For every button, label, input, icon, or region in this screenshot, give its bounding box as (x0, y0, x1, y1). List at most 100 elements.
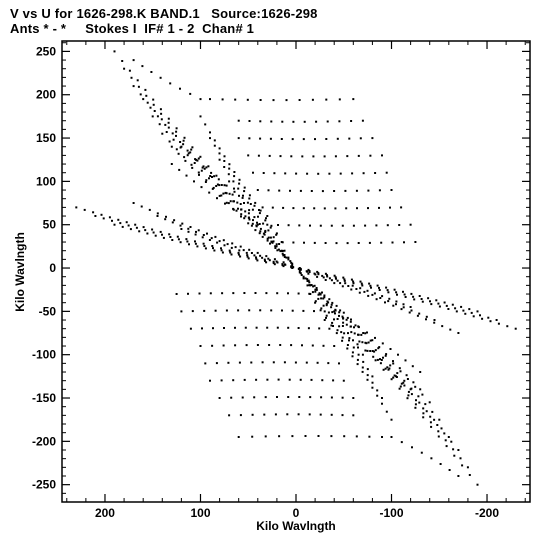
uv-point (266, 223, 269, 226)
uv-point (366, 378, 369, 381)
uv-point (332, 379, 335, 382)
uv-point (211, 187, 214, 190)
uv-point (233, 187, 235, 190)
uv-point (180, 228, 183, 230)
uv-point (159, 108, 162, 111)
uv-point (234, 344, 237, 347)
uv-point (306, 280, 309, 282)
uv-point (321, 190, 324, 193)
uv-point (195, 158, 198, 161)
uv-point (331, 311, 334, 314)
uv-point (291, 264, 294, 267)
uv-point (276, 249, 279, 252)
uv-point (374, 172, 377, 174)
uv-point (272, 99, 275, 102)
uv-point (281, 120, 284, 123)
uv-point (369, 154, 372, 157)
uv-point (372, 355, 375, 358)
uv-point (402, 381, 405, 384)
uv-point (323, 310, 326, 313)
uv-point (437, 302, 440, 305)
uv-point (332, 325, 334, 327)
uv-point (269, 236, 272, 239)
uv-point (325, 98, 328, 101)
axis-ticks (62, 41, 530, 502)
uv-point (384, 367, 387, 370)
uv-point (288, 378, 291, 381)
uv-point (310, 378, 313, 381)
uv-point (330, 413, 333, 416)
uv-point (165, 215, 167, 218)
uv-point (368, 241, 371, 244)
uv-point (237, 137, 240, 140)
uv-point (232, 207, 235, 210)
uv-point (351, 355, 354, 358)
uv-point (395, 303, 397, 306)
uv-point (175, 130, 178, 133)
uv-point (420, 451, 423, 454)
uv-point (313, 284, 316, 287)
uv-point (398, 224, 401, 226)
uv-point (297, 327, 300, 329)
uv-point (257, 215, 259, 218)
uv-point (489, 320, 492, 323)
uv-point (251, 222, 254, 225)
uv-point (356, 363, 359, 366)
uv-point (83, 208, 86, 211)
uv-point (277, 378, 280, 381)
uv-point (256, 344, 259, 346)
uv-point (218, 184, 221, 187)
uv-point (275, 245, 278, 248)
uv-point (373, 350, 376, 353)
uv-point (346, 155, 349, 158)
uv-point (304, 435, 307, 437)
uv-point (468, 308, 471, 311)
uv-point (254, 201, 257, 204)
uv-point (341, 339, 344, 342)
uv-point (276, 326, 279, 329)
uv-point (325, 303, 328, 305)
uv-point (256, 259, 259, 262)
uv-point (334, 308, 337, 311)
uv-point (172, 138, 175, 141)
uv-point (422, 407, 425, 410)
uv-point (324, 242, 327, 244)
uv-point (321, 379, 324, 382)
uv-point (158, 123, 161, 126)
uv-point (248, 209, 251, 212)
uv-point (392, 360, 394, 363)
uv-point (240, 213, 243, 216)
uv-point (168, 140, 171, 143)
uv-point (281, 252, 284, 255)
uv-point (366, 331, 368, 334)
uv-point (400, 441, 403, 444)
uv-point (132, 59, 135, 62)
uv-point (352, 224, 355, 227)
uv-point (402, 306, 405, 309)
uv-point (330, 224, 333, 227)
uv-point (272, 240, 275, 243)
uv-point (237, 207, 239, 210)
uv-point (301, 155, 304, 158)
uv-point (348, 137, 351, 140)
uv-point (313, 310, 315, 313)
uv-point (280, 241, 283, 243)
uv-point (127, 224, 130, 227)
uv-point (279, 344, 282, 346)
x-tick-label: 100 (190, 506, 210, 520)
uv-point (167, 126, 170, 129)
uv-point (256, 221, 258, 224)
uv-point (248, 197, 251, 200)
uv-point (395, 291, 398, 294)
uv-point (187, 292, 189, 295)
uv-point (132, 85, 135, 88)
uv-point (407, 390, 410, 393)
uv-point (346, 344, 349, 346)
uv-point (132, 202, 135, 204)
uv-point (217, 178, 220, 181)
uv-point (215, 362, 218, 365)
uv-point (204, 362, 207, 365)
uv-point (386, 366, 389, 369)
uv-point (378, 289, 381, 291)
uv-point (266, 215, 269, 217)
